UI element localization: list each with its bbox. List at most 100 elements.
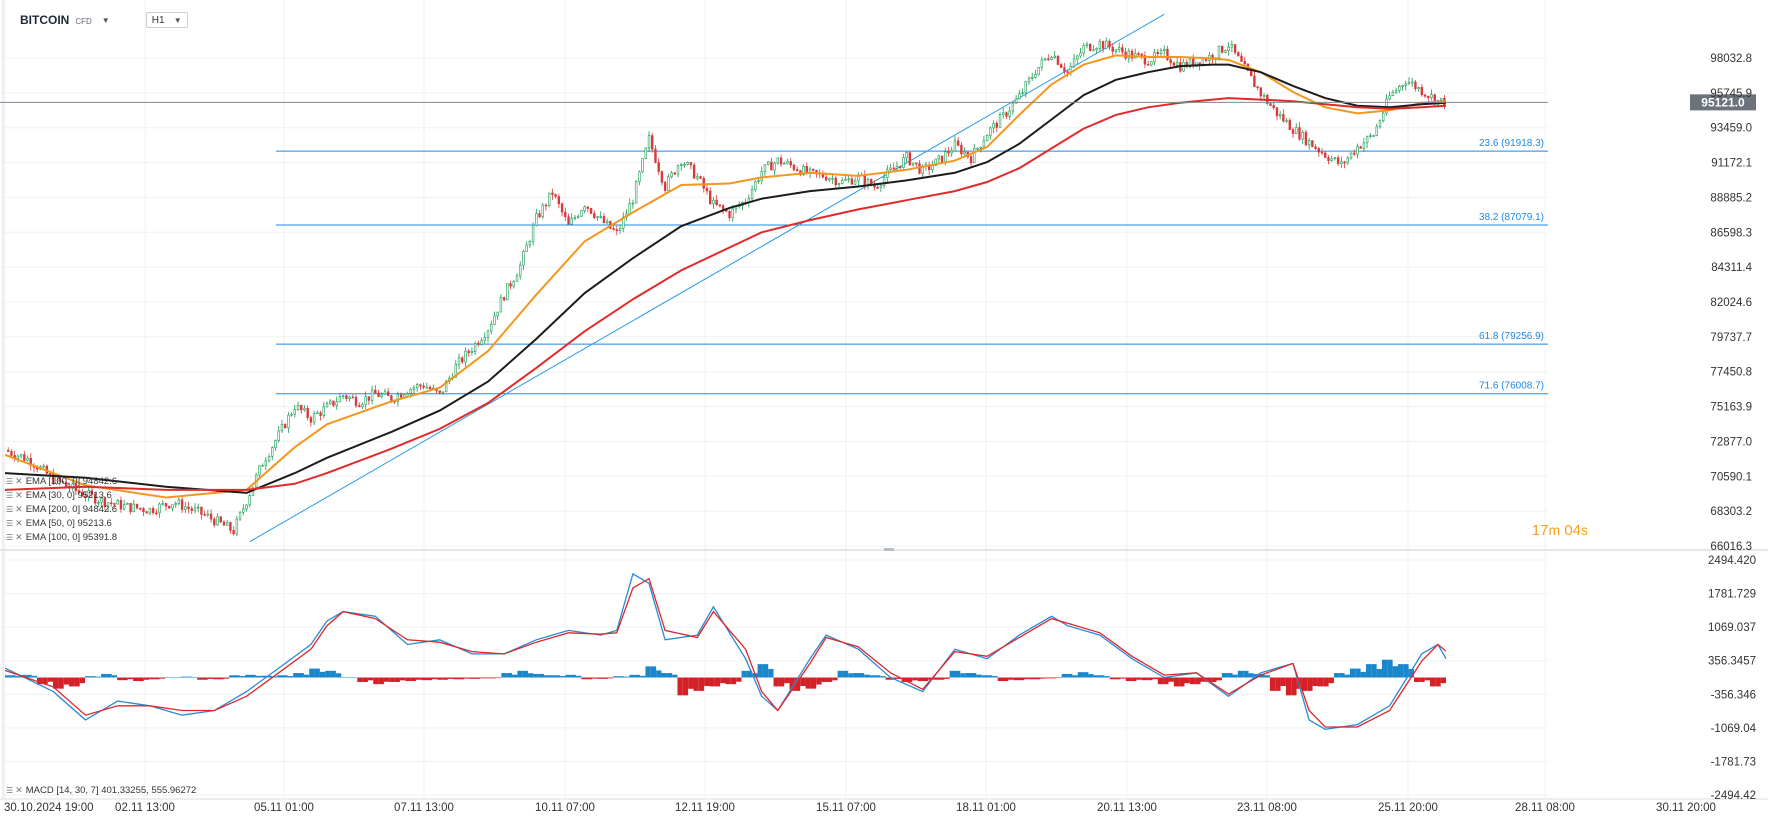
legend-drag-icon[interactable]: ☰ [6, 786, 13, 795]
candle-body [754, 181, 757, 190]
timeframe-select[interactable]: H1 ▼ [145, 12, 188, 28]
legend-drag-icon[interactable]: ☰ [6, 533, 13, 542]
legend-text: EMA [30, 0] 95213.6 [25, 490, 112, 501]
legend-drag-icon[interactable]: ☰ [6, 519, 13, 528]
legend-macd[interactable]: ☰ ✕ MACD [14, 30, 7] 401.33255, 555.96272 [6, 785, 196, 796]
macd-histogram-bar [79, 677, 86, 684]
macd-histogram-bar [1280, 677, 1286, 686]
candle-body [1282, 114, 1285, 122]
candle-body [1253, 75, 1256, 88]
candle-body [1249, 70, 1253, 77]
candle-body [612, 228, 615, 230]
candle-body [490, 324, 493, 332]
macd-tick-label: -356.346 [1711, 689, 1756, 701]
candle-body [1378, 120, 1382, 128]
candle-body [1140, 53, 1143, 56]
symbol-chevron-down-icon[interactable]: ▼ [101, 15, 110, 25]
candle-body [989, 127, 992, 136]
macd-histogram-bar [159, 677, 166, 679]
macd-histogram-bar [138, 677, 144, 682]
legend-drag-icon[interactable]: ☰ [6, 491, 13, 500]
candle-body [779, 157, 783, 165]
candle-body [795, 169, 799, 172]
macd-signal-line [4, 577, 1447, 728]
candle-body [673, 172, 676, 175]
macd-histogram-bar [682, 677, 689, 696]
candle-body [1327, 157, 1330, 162]
legend-ema-5[interactable]: ☰ ✕ EMA [100, 0] 95391.8 [6, 532, 117, 543]
price-tick-label: 72877.0 [1710, 436, 1752, 448]
candle-body [1233, 44, 1237, 53]
candle-body [168, 505, 171, 509]
legend-ema-2[interactable]: ☰ ✕ EMA [30, 0] 95213.6 [6, 490, 112, 501]
legend-drag-icon[interactable]: ☰ [6, 505, 13, 514]
macd-histogram-bar [133, 677, 139, 682]
candle-body [238, 511, 242, 520]
candle-body [841, 179, 844, 184]
legend-remove-icon[interactable]: ✕ [15, 490, 23, 500]
candle-body [512, 281, 515, 287]
candle-body [148, 508, 152, 514]
macd-histogram-bar [53, 677, 59, 689]
macd-histogram-bar [1024, 677, 1030, 680]
candle-body [544, 204, 548, 207]
macd-histogram-bar [1051, 677, 1057, 679]
macd-histogram-bar [1115, 677, 1121, 680]
macd-histogram-bar [1424, 677, 1430, 681]
fib-level-label: 38.2 (87079.1) [1479, 212, 1544, 223]
candle-body [766, 161, 770, 165]
candle-body [377, 392, 380, 398]
candle-body [1420, 87, 1424, 96]
macd-histogram-bar [346, 677, 352, 678]
candle-body [847, 178, 850, 181]
legend-remove-icon[interactable]: ✕ [15, 504, 23, 514]
legend-ema-1[interactable]: ☰ ✕ EMA [100, 0] 94842.6 [6, 476, 117, 487]
macd-histogram-bar [1083, 672, 1089, 678]
macd-histogram-bar [634, 674, 641, 678]
macd-histogram-bar [773, 677, 779, 687]
legend-remove-icon[interactable]: ✕ [15, 785, 23, 795]
legend-text: EMA [200, 0] 94842.6 [25, 504, 118, 515]
candle-body [599, 216, 602, 218]
legend-ema-3[interactable]: ☰ ✕ EMA [200, 0] 94842.6 [6, 504, 117, 515]
candle-body [1008, 110, 1011, 117]
legend-ema-4[interactable]: ☰ ✕ EMA [50, 0] 95213.6 [6, 518, 112, 529]
legend-remove-icon[interactable]: ✕ [15, 518, 23, 528]
candle-body [525, 244, 528, 252]
macd-axis: 2494.420 1781.729 1069.037 356.3457 -356.346… [1708, 555, 1757, 802]
macd-histogram-bar [1360, 671, 1366, 678]
macd-histogram-bar [858, 673, 865, 678]
time-tick-label: 05.11 01:00 [254, 802, 314, 814]
candle-body [19, 454, 23, 457]
macd-histogram-bar [618, 676, 625, 678]
macd-histogram-bar [501, 673, 507, 678]
macd-histogram-bar [816, 677, 822, 685]
macd-histogram-bar [405, 677, 411, 682]
candle-body [438, 390, 441, 393]
candle-body [7, 449, 10, 452]
candle-body [441, 391, 445, 394]
candle-body [596, 216, 599, 218]
macd-histogram-bar [1275, 677, 1281, 691]
candle-body [1050, 57, 1053, 60]
time-tick-label: 15.11 07:00 [816, 802, 876, 814]
macd-histogram-bar [554, 675, 561, 678]
macd-histogram-bar [58, 677, 64, 689]
macd-histogram-bar [1173, 677, 1180, 687]
candle-body [335, 401, 338, 406]
price-tick-label: 75163.9 [1710, 402, 1752, 414]
time-tick-label: 23.11 08:00 [1237, 802, 1297, 814]
candle-body [1414, 81, 1417, 89]
candle-body [1272, 105, 1275, 108]
candle-body [902, 157, 905, 168]
macd-histogram-bar [768, 669, 774, 678]
candle-body [641, 158, 644, 173]
legend-drag-icon[interactable]: ☰ [6, 477, 13, 486]
candle-body [1410, 81, 1414, 84]
legend-remove-icon[interactable]: ✕ [15, 532, 23, 542]
legend-remove-icon[interactable]: ✕ [15, 476, 23, 486]
candle-body [1423, 94, 1427, 97]
symbol-name[interactable]: BITCOIN [20, 13, 70, 27]
candle-body [329, 400, 332, 404]
